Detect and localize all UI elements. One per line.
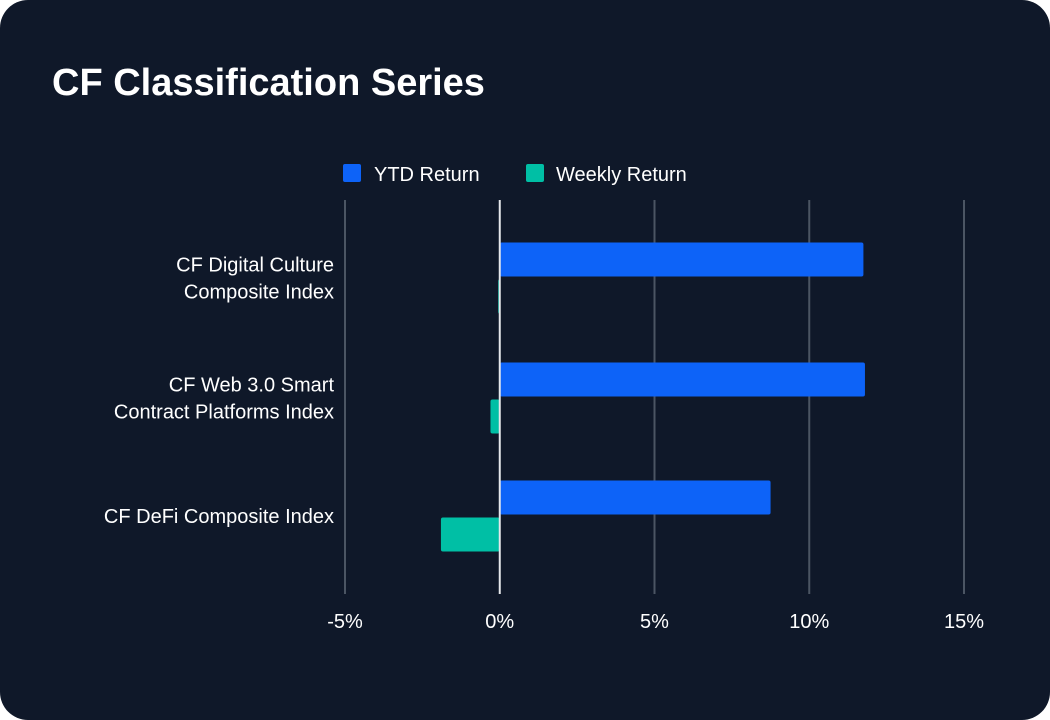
bars [440, 200, 865, 594]
category-label: CF Digital Culture Composite Index [176, 255, 334, 304]
x-axis-ticks: -5% 0% 5% 10% 15% [327, 611, 984, 633]
ytd-return-bar [499, 242, 864, 277]
chart-title: CF Classification Series [52, 62, 485, 104]
ytd-return-bar [499, 480, 771, 515]
x-tick-label: 0% [485, 611, 514, 633]
legend: YTD Return Weekly Return [343, 164, 687, 186]
category-label: CF DeFi Composite Index [104, 506, 334, 528]
x-tick-label: -5% [327, 611, 363, 633]
legend-item-weekly-return[interactable]: Weekly Return [526, 164, 687, 186]
weekly-return-bar [490, 399, 500, 434]
category-label: CF Web 3.0 Smart Contract Platforms Index [114, 375, 335, 424]
x-tick-label: 5% [640, 611, 669, 633]
ytd-return-bar [499, 362, 865, 397]
legend-label: Weekly Return [556, 164, 687, 186]
legend-swatch [343, 164, 361, 182]
x-tick-label: 10% [789, 611, 829, 633]
legend-label: YTD Return [374, 164, 480, 186]
legend-swatch [526, 164, 544, 182]
category-labels: CF Digital Culture Composite Index CF Web … [104, 255, 335, 529]
x-tick-label: 15% [944, 611, 984, 633]
legend-item-ytd-return[interactable]: YTD Return [343, 164, 480, 186]
weekly-return-bar [440, 517, 500, 552]
